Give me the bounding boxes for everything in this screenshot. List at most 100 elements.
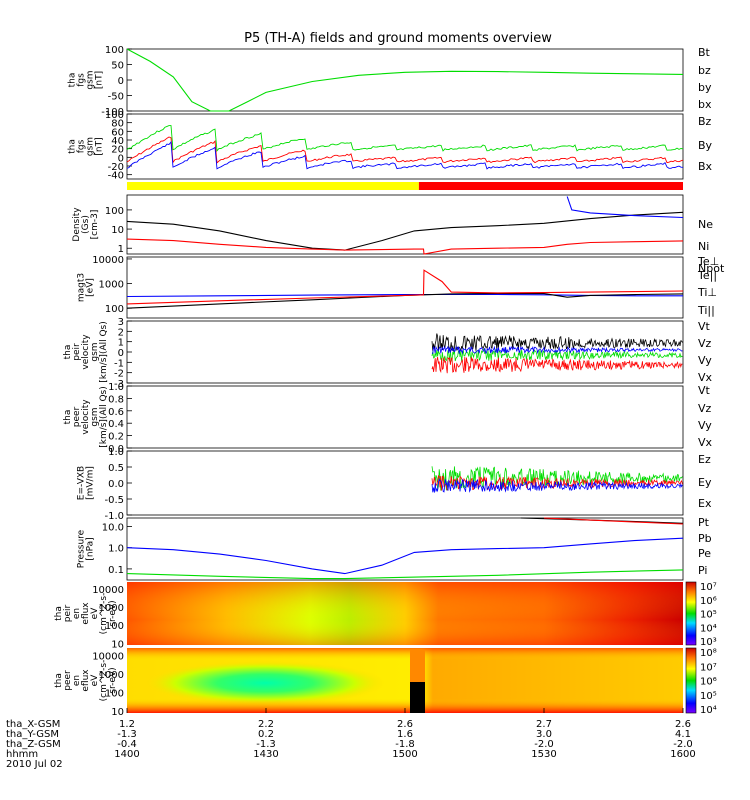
legend-entry: bx (698, 98, 712, 111)
legend-entry: Npot (698, 262, 725, 275)
xaxis-value: 1600 (670, 749, 695, 760)
ylabel-line: (cm^2-s- (99, 660, 109, 702)
legend-entry: Bt (698, 46, 711, 59)
ytick-label: -1 (114, 358, 124, 369)
legend-entry: Vz (698, 402, 712, 415)
ylabel-line: sr-eV) (108, 667, 118, 693)
ylabel-line: [nPa] (86, 537, 96, 560)
legend-entry: by (698, 81, 712, 94)
legend-entry: Bx (698, 160, 713, 173)
ylabel-line: gsm (86, 137, 96, 156)
ytick-label: 60 (111, 127, 124, 138)
series-Pi (126, 537, 684, 575)
ylabel-line: [km/s](All Qs) (99, 386, 109, 448)
xaxis-value: 1430 (253, 749, 278, 760)
xaxis-row-label: tha_Z-GSM (6, 739, 61, 750)
xaxis-value: 4.1 (675, 729, 691, 740)
ylabel-line: gsm (90, 342, 100, 361)
peer-colorbar (685, 647, 697, 714)
ytick-label: 0 (118, 348, 124, 359)
ytick-label: 3 (118, 317, 124, 328)
panel-peir_spec: 10000 1000 100 10 tha peir en eflux eV (cm^2-s-sr… (54, 585, 132, 650)
ez-noise (431, 475, 683, 491)
ytick-label: 10 (111, 225, 124, 236)
ylabel-line: peer (72, 406, 82, 427)
xaxis-value: 1.6 (397, 729, 413, 740)
ylabel-line: peer (63, 670, 73, 691)
ytick-label: 0.8 (108, 394, 124, 405)
ytick-label: 100 (105, 689, 124, 700)
ylabel-line: tha (63, 410, 73, 425)
ylabel-line: tha (68, 73, 78, 88)
legend-entry: Vy (698, 354, 712, 367)
ylabel-line: eV (90, 674, 100, 687)
colorbar-tick-label: 10⁶ (700, 596, 717, 607)
ytick-label: -3 (114, 379, 124, 390)
series-Ni (126, 211, 684, 251)
legend-entry: Pi (698, 564, 707, 577)
ylabel-line: velocity (81, 399, 91, 435)
ylabel-line: [eV] (86, 278, 96, 297)
ylabel-line: eflux (81, 669, 91, 692)
series-Npot (566, 196, 684, 219)
legend-entry: Te⊥ (697, 255, 719, 268)
legend-entry: Vx (698, 436, 713, 449)
ylabel-line: (cm^2-s- (99, 593, 109, 635)
legend-entry: Vt (698, 384, 711, 397)
ytick-label: 1.0 (108, 447, 124, 458)
xaxis-value: -1.8 (395, 739, 415, 750)
ytick-label: 0.0 (108, 444, 124, 455)
legend-entry: Ni (698, 240, 709, 253)
ylabel-line: Density (72, 207, 82, 242)
xaxis-value: -2.0 (673, 739, 693, 750)
legend-entry: Ex (698, 497, 712, 510)
panel-fgs_gsm: 100 50 0 -50 -100 tha fgs gsm [nT] Bt bz by bx (68, 45, 712, 118)
legend-entry: Vz (698, 337, 712, 350)
ytick-label: 0.6 (108, 407, 124, 418)
ytick-label: -0.5 (104, 495, 124, 506)
colorbar-tick-label: 10⁵ (700, 610, 717, 621)
ytick-label: 1.0 (108, 544, 124, 555)
colorbar-tick-label: 10⁶ (700, 677, 717, 688)
colorbar-tick-label: 10⁷ (700, 662, 717, 673)
xaxis-value: 1400 (114, 749, 139, 760)
ytick-label: 1.0 (108, 382, 124, 393)
ylabel-line: en (72, 675, 82, 686)
ytick-label: 0.0 (108, 479, 124, 490)
ylabel-line: E=-VXB (77, 466, 87, 500)
sawtooth-trace (126, 125, 684, 152)
ylabel-line: peir (63, 604, 73, 622)
xaxis-value: -2.0 (534, 739, 554, 750)
mode-bar-segment (418, 182, 683, 190)
colorbar-tick-label: 10⁷ (700, 582, 717, 593)
ytick-label: 10.0 (102, 522, 124, 533)
xaxis-row-label: tha_Y-GSM (6, 729, 59, 740)
panel-efield: 1.0 0.5 0.0 -0.5 -1.0 E=-VXB [mV/m] Ez Ey Ex (77, 447, 712, 522)
ylabel-line: fgs (77, 139, 87, 153)
ytick-label: 10 (111, 707, 124, 718)
ylabel-line: peir (72, 343, 82, 361)
xaxis-row-label: hhmm (6, 749, 38, 760)
legend-entry: Ti|| (697, 304, 715, 317)
mode-bar (127, 182, 683, 190)
panel-density: 100 10 1 Density (Gs) [cm-3] Ne Ni Npot (72, 194, 725, 275)
ytick-label: 100 (105, 110, 124, 121)
ytick-label: 2 (118, 327, 124, 338)
legend-entry: bz (698, 64, 711, 77)
ytick-label: 0 (118, 153, 124, 164)
legend-entry: Ti⊥ (697, 286, 717, 299)
legend-entry: Ey (698, 476, 712, 489)
ylabel-line: eflux (81, 602, 91, 625)
colorbar-tick-label: 10⁴ (700, 623, 717, 634)
xaxis-value: 2.2 (258, 719, 274, 730)
xaxis-row-label: 2010 Jul 02 (6, 759, 63, 770)
ytick-label: 100 (105, 45, 124, 56)
colorbar-tick-label: 10⁵ (700, 691, 717, 702)
legend-entry: Pe (698, 547, 711, 560)
ytick-label: -1.0 (104, 511, 124, 522)
ytick-label: -2 (114, 369, 124, 380)
ytick-label: 100 (105, 621, 124, 632)
ylabel-line: gsm (86, 70, 96, 89)
